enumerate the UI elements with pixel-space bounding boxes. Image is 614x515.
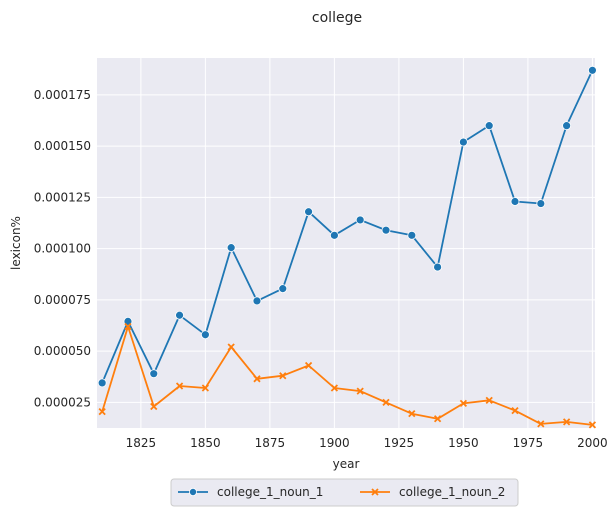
data-point (511, 406, 519, 415)
data-point (252, 296, 262, 306)
x-tick-labels: 1825 1850 1875 1900 1925 1950 1975 2000 (126, 436, 608, 450)
series-layer (97, 65, 597, 429)
data-point (279, 372, 287, 380)
data-point (459, 399, 468, 408)
x-tick-label: 1875 (255, 436, 286, 450)
y-tick-label: 0.000025 (34, 395, 91, 409)
data-point (562, 418, 571, 426)
x-tick-label: 1900 (319, 436, 350, 450)
x-axis-label: year (333, 457, 360, 471)
series-1 (97, 65, 597, 388)
series-line-1 (101, 69, 594, 384)
data-point (355, 215, 365, 225)
x-tick-label: 1850 (190, 436, 221, 450)
y-tick-label: 0.000100 (34, 242, 91, 256)
data-point (484, 121, 494, 131)
series-line-2 (101, 325, 593, 426)
y-tick-label: 0.000175 (34, 88, 91, 102)
data-point (227, 343, 235, 351)
legend: college_1_noun_1 college_1_noun_2 (170, 478, 519, 507)
data-point (330, 384, 339, 392)
data-point (536, 199, 546, 208)
data-point (485, 396, 493, 404)
y-tick-label: 0.000050 (34, 344, 91, 358)
x-tick-label: 1950 (448, 436, 479, 450)
data-point (304, 207, 313, 217)
data-point (588, 421, 597, 429)
data-point (175, 382, 184, 390)
data-point (408, 410, 416, 418)
y-tick-label: 0.000125 (34, 190, 91, 204)
legend-marker-x-icon (371, 488, 379, 496)
data-point (124, 322, 132, 331)
data-point (433, 415, 442, 423)
data-point (278, 284, 288, 294)
data-point (253, 375, 261, 383)
data-point (329, 230, 339, 240)
legend-label-series-1: college_1_noun_1 (217, 485, 323, 499)
data-point (433, 262, 443, 272)
y-tick-label: 0.000150 (34, 139, 91, 153)
data-point (562, 121, 572, 131)
data-point (356, 387, 364, 395)
x-tick-label: 2000 (577, 436, 608, 450)
series-2 (98, 322, 597, 429)
data-point (459, 137, 468, 147)
data-point (537, 420, 545, 428)
data-point (150, 402, 158, 411)
x-tick-label: 1825 (126, 436, 157, 450)
legend-label-series-2: college_1_noun_2 (399, 485, 505, 499)
data-point (201, 384, 210, 392)
y-axis-label: lexicon% (9, 216, 23, 270)
data-point (382, 398, 390, 407)
x-tick-label: 1925 (384, 436, 415, 450)
grid-lines (97, 58, 595, 428)
data-point (175, 310, 184, 320)
y-tick-labels: 0.000025 0.000050 0.000075 0.000100 0.000125… (34, 88, 91, 409)
data-point (304, 361, 313, 370)
data-point (226, 243, 236, 253)
data-point (407, 230, 417, 240)
data-point (510, 197, 520, 206)
data-point (381, 225, 391, 235)
data-point (588, 65, 597, 75)
data-point (149, 369, 159, 379)
data-point (97, 378, 107, 388)
data-point (98, 407, 106, 416)
y-tick-label: 0.000075 (34, 293, 91, 307)
legend-box (170, 478, 519, 507)
x-tick-label: 1975 (513, 436, 544, 450)
data-point (200, 330, 210, 340)
legend-marker-circle-icon (188, 487, 197, 496)
chart-title: college (312, 10, 362, 26)
plot-background (97, 58, 595, 428)
